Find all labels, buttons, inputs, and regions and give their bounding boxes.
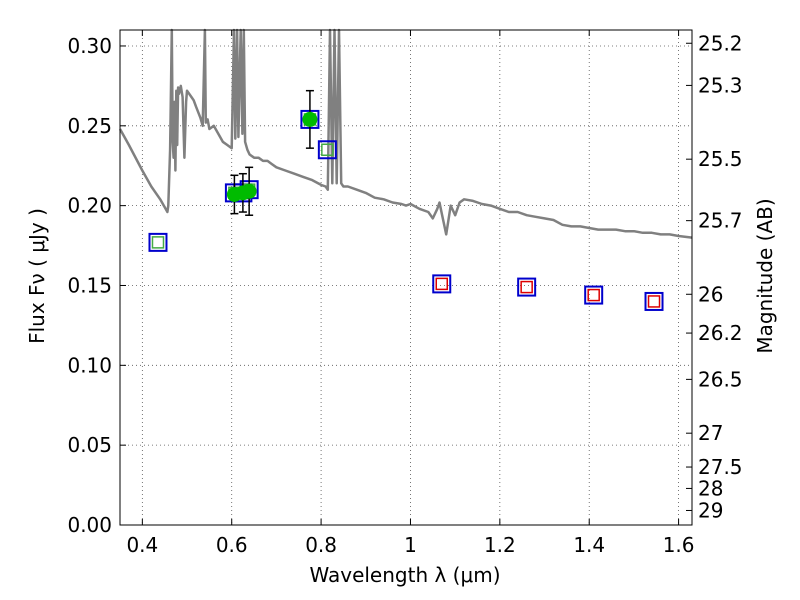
- observed-points: [226, 89, 318, 216]
- filter-box: [644, 291, 664, 311]
- magnitude-tick-label: 29: [698, 498, 723, 522]
- magnitude-tick-label: 28: [698, 476, 723, 500]
- filter-box: [584, 285, 604, 305]
- magnitude-tick-label: 26: [698, 282, 723, 306]
- magnitude-tick-label: 27: [698, 421, 723, 445]
- filter-box-outer: [148, 232, 168, 252]
- observed-marker: [241, 183, 257, 199]
- x-tick-label: 0.6: [216, 533, 248, 557]
- y-tick-label: 0.05: [67, 433, 112, 457]
- magnitude-tick-label: 26.2: [698, 321, 743, 345]
- magnitude-tick-label: 25.3: [698, 73, 743, 97]
- magnitude-tick-label: 25.5: [698, 147, 743, 171]
- y-tick-label: 0.00: [67, 513, 112, 537]
- y-axis-title: Flux Fν ( μJy ): [25, 208, 49, 344]
- filter-box-outer: [317, 140, 337, 160]
- filter-box-inner: [321, 143, 334, 157]
- filter-box: [432, 274, 452, 294]
- x-tick-label: 1: [404, 533, 417, 557]
- x-tick-label: 1.6: [663, 533, 695, 557]
- filter-box: [148, 232, 168, 252]
- x-tick-label: 0.4: [126, 533, 158, 557]
- observed-point: [241, 166, 257, 216]
- filter-box-inner: [587, 288, 600, 302]
- template-spectrum-line: [118, 28, 693, 239]
- y-tick-label: 0.20: [67, 194, 112, 218]
- plot-frame: [119, 29, 693, 526]
- observed-point: [302, 89, 318, 149]
- filter-box-outer: [432, 274, 452, 294]
- y-tick-label: 0.15: [67, 273, 112, 297]
- x-tick-labels: 0.4 0.6 0.8 1 1.2 1.4 1.6: [126, 533, 694, 557]
- y-tick-label: 0.30: [67, 34, 112, 58]
- x-axis-title: Wavelength λ (μm): [309, 563, 500, 587]
- axis-ticks: [120, 30, 692, 526]
- magnitude-tick-label: 25.7: [698, 209, 743, 233]
- magnitude-tick-label: 25.2: [698, 31, 743, 55]
- filter-box-inner: [520, 280, 533, 294]
- magnitude-tick-label: 27.5: [698, 455, 743, 479]
- right-axis-title: Magnitude (AB): [753, 198, 777, 353]
- filter-box: [317, 140, 337, 160]
- x-tick-label: 1.2: [484, 533, 516, 557]
- filter-box: [517, 277, 537, 297]
- y-tick-label: 0.25: [67, 114, 112, 138]
- filter-box-outer: [517, 277, 537, 297]
- filter-box-inner: [435, 277, 448, 291]
- y-tick-label: 0.10: [67, 353, 112, 377]
- filter-box-inner: [151, 236, 165, 249]
- filter-boxes: [148, 109, 664, 311]
- x-tick-label: 1.4: [573, 533, 605, 557]
- observed-marker: [302, 111, 318, 127]
- x-tick-label: 0.8: [305, 533, 337, 557]
- filter-box-inner: [647, 295, 661, 308]
- filter-box-outer: [584, 285, 604, 305]
- y-tick-labels: 0.00 0.05 0.10 0.15 0.20 0.25 0.30: [67, 34, 112, 537]
- magnitude-tick-label: 26.5: [698, 367, 743, 391]
- filter-box-outer: [644, 291, 664, 311]
